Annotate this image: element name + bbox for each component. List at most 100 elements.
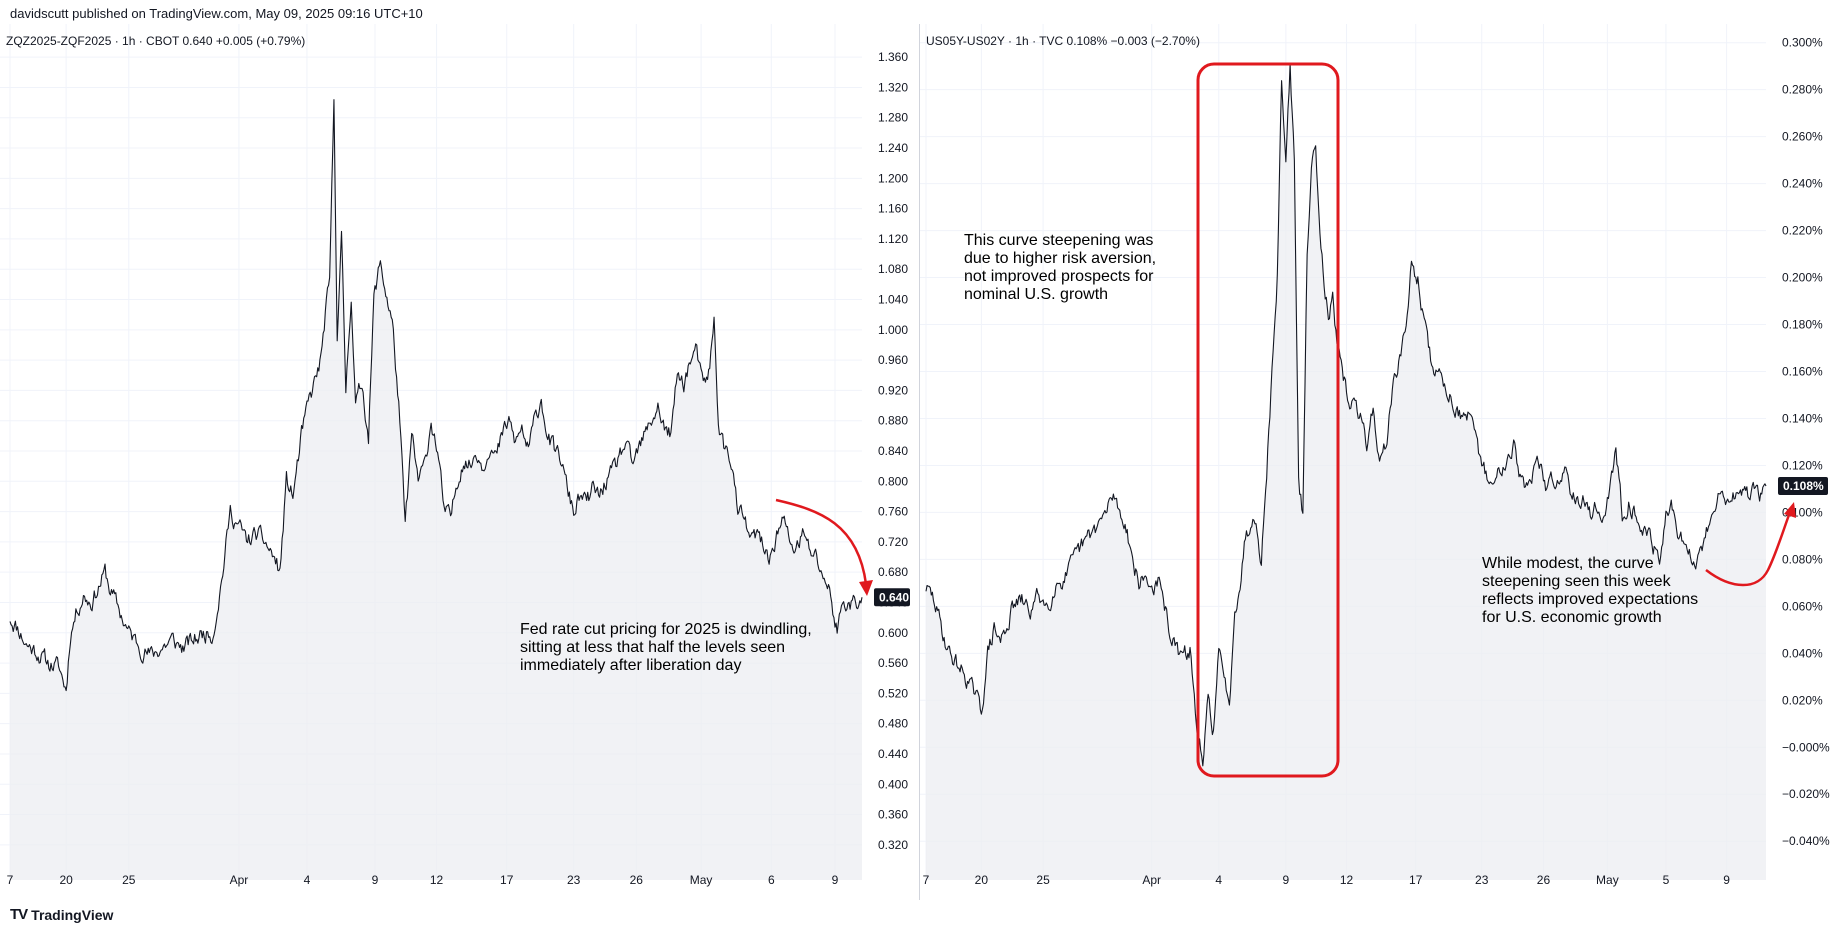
right-chart-legend: US05Y-US02Y · 1h · TVC 0.108% −0.003 (−2…	[926, 34, 1200, 48]
x-tick-label: 26	[630, 873, 644, 887]
y-tick-label: 1.280	[878, 111, 908, 125]
y-tick-label: −0.020%	[1782, 787, 1830, 801]
right-bottom-annotation-line-1: While modest, the curve	[1482, 555, 1654, 572]
x-tick-label: 25	[1036, 873, 1050, 887]
last-price-tag: 0.108%	[1778, 476, 1828, 495]
left-red-arrow-head	[859, 580, 873, 596]
right-red-arrow-curve	[1705, 511, 1792, 587]
series-area-fill	[10, 99, 862, 881]
x-axis: 7 20 25 Apr 4 9 12 17 23 26 May 6 9	[7, 873, 839, 887]
x-tick-label: 9	[1723, 873, 1730, 887]
last-price-tag-label: 0.640	[879, 590, 909, 604]
y-tick-label: 0.260%	[1782, 130, 1823, 144]
right-top-annotation-line-3: not improved prospects for	[964, 268, 1154, 285]
x-tick-label: 7	[7, 873, 14, 887]
publisher-line: davidscutt published on TradingView.com,…	[10, 6, 423, 21]
y-tick-label: 0.720	[878, 535, 908, 549]
last-price-tag-label: 0.108%	[1783, 479, 1824, 493]
y-tick-label: 0.200%	[1782, 271, 1823, 285]
y-tick-label: 0.080%	[1782, 552, 1823, 566]
left-red-arrow	[775, 498, 873, 596]
y-tick-label: 1.240	[878, 141, 908, 155]
y-tick-label: 0.560	[878, 656, 908, 670]
right-chart-pane[interactable]: 0.300% 0.280% 0.260% 0.240% 0.220% 0.200% 0.18…	[920, 24, 1838, 900]
y-tick-label: 0.520	[878, 686, 908, 700]
y-tick-label: 0.060%	[1782, 599, 1823, 613]
y-tick-label: 0.600	[878, 626, 908, 640]
series-line	[925, 62, 1767, 767]
right-bottom-annotation-text: While modest, the curve steepening seen …	[1482, 555, 1698, 627]
x-tick-label: 9	[372, 873, 379, 887]
y-axis: 0.300% 0.280% 0.260% 0.240% 0.220% 0.200% 0.18…	[1782, 36, 1830, 849]
y-tick-label: 1.360	[878, 50, 908, 64]
y-tick-label: 0.400	[878, 777, 908, 791]
series-area-fill	[926, 63, 1766, 881]
y-tick-label: −0.000%	[1782, 740, 1830, 754]
right-top-annotation-text: This curve steepening was due to higher …	[964, 232, 1156, 304]
right-red-highlight-box	[1196, 62, 1340, 778]
y-tick-label: 0.040%	[1782, 646, 1823, 660]
series-line	[9, 99, 863, 692]
y-tick-label: 1.080	[878, 262, 908, 276]
y-tick-label: 0.920	[878, 383, 908, 397]
x-tick-label: 12	[1340, 873, 1354, 887]
y-tick-label: 0.300%	[1782, 36, 1823, 50]
y-tick-label: 0.120%	[1782, 458, 1823, 472]
right-red-arrow-head	[1784, 502, 1796, 518]
x-tick-label: 20	[975, 873, 989, 887]
x-tick-label: Apr	[230, 873, 249, 887]
x-tick-label: 4	[1215, 873, 1222, 887]
y-tick-label: 0.160%	[1782, 364, 1823, 378]
right-top-annotation-line-4: nominal U.S. growth	[964, 286, 1109, 303]
x-tick-label: 20	[59, 873, 73, 887]
right-bottom-annotation-line-4: for U.S. economic growth	[1482, 609, 1662, 626]
x-tick-label: Apr	[1142, 873, 1161, 887]
x-tick-label: 25	[122, 873, 136, 887]
y-tick-label: 0.020%	[1782, 693, 1823, 707]
y-tick-label: 1.320	[878, 80, 908, 94]
y-tick-label: 0.680	[878, 565, 908, 579]
y-tick-label: 0.480	[878, 717, 908, 731]
last-price-tag-bg	[874, 588, 910, 607]
x-tick-label: 23	[567, 873, 581, 887]
right-red-arrow	[1705, 502, 1796, 587]
y-tick-label: 0.240%	[1782, 177, 1823, 191]
y-tick-label: 0.180%	[1782, 318, 1823, 332]
x-tick-label: May	[1596, 873, 1619, 887]
x-tick-label: 9	[832, 873, 839, 887]
right-bottom-annotation-line-3: reflects improved expectations	[1482, 591, 1699, 608]
y-tick-label: 0.960	[878, 353, 908, 367]
x-tick-label: 9	[1283, 873, 1290, 887]
tradingview-brand[interactable]: TV TradingView	[10, 906, 113, 923]
right-red-highlight-rect	[1196, 62, 1340, 778]
x-tick-label: 5	[1663, 873, 1670, 887]
right-chart-svg[interactable]: 0.300% 0.280% 0.260% 0.240% 0.220% 0.200% 0.18…	[920, 24, 1838, 900]
y-tick-label: 0.760	[878, 505, 908, 519]
x-tick-label: 23	[1475, 873, 1489, 887]
x-tick-label: 17	[1409, 873, 1423, 887]
y-axis: 1.360 1.320 1.280 1.240 1.200 1.160 1.120 1.080…	[878, 50, 908, 852]
right-bottom-annotation-line-2: steepening seen this week	[1482, 573, 1671, 590]
y-tick-label: 0.220%	[1782, 224, 1823, 238]
left-annotation-line-2: sitting at less that half the levels see…	[520, 639, 786, 656]
y-tick-label: 0.140%	[1782, 411, 1823, 425]
last-price-tag: 0.640	[874, 588, 910, 607]
y-tick-label: 1.160	[878, 202, 908, 216]
y-tick-label: 1.200	[878, 171, 908, 185]
left-annotation-line-3: immediately after liberation day	[520, 657, 742, 674]
x-tick-label: 12	[430, 873, 444, 887]
x-tick-label: 6	[768, 873, 775, 887]
pane-divider[interactable]	[919, 24, 920, 900]
right-top-annotation-line-1: This curve steepening was	[964, 232, 1154, 249]
y-tick-label: 1.040	[878, 293, 908, 307]
left-chart-pane[interactable]: 1.360 1.320 1.280 1.240 1.200 1.160 1.120 1.080…	[0, 24, 918, 900]
y-tick-label: 0.840	[878, 444, 908, 458]
left-chart-svg[interactable]: 1.360 1.320 1.280 1.240 1.200 1.160 1.120 1.080…	[0, 24, 918, 900]
y-tick-label: 0.880	[878, 414, 908, 428]
x-tick-label: 26	[1537, 873, 1551, 887]
x-axis: 7 20 25 Apr 4 9 12 17 23 26 May 5 9	[923, 873, 1731, 887]
tradingview-brand-label: TradingView	[31, 906, 114, 923]
x-tick-label: 17	[500, 873, 514, 887]
y-tick-label: −0.040%	[1782, 834, 1830, 848]
left-red-arrow-curve	[775, 498, 868, 585]
